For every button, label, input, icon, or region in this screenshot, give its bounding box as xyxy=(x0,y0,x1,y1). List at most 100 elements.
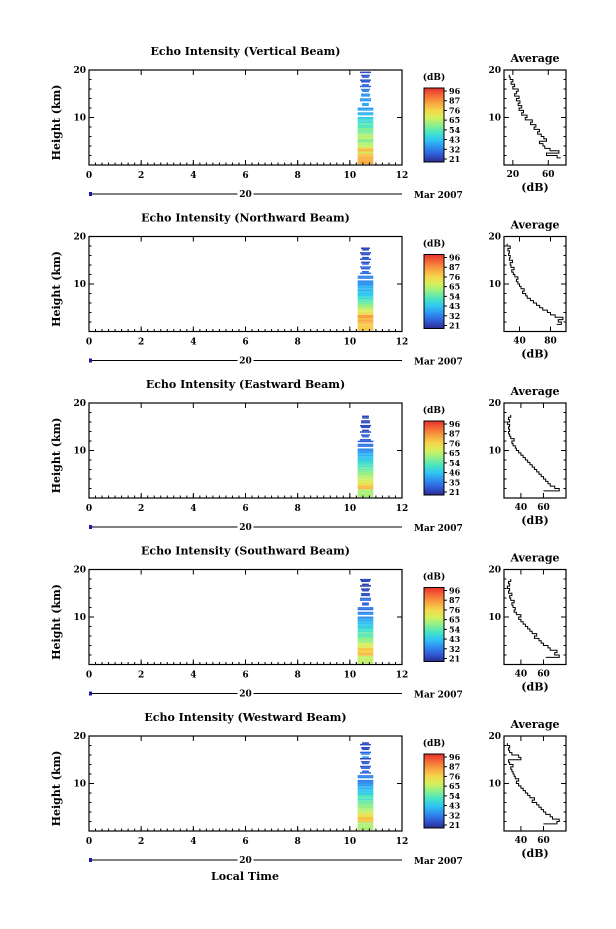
echo-cell xyxy=(357,619,374,622)
echo-cell xyxy=(357,302,374,304)
echo-cell xyxy=(357,633,374,636)
echo-cell xyxy=(361,761,370,763)
echo-cell xyxy=(357,303,374,306)
echo-cell xyxy=(361,267,370,270)
echo-cell xyxy=(357,476,374,479)
date-label-bg xyxy=(237,855,254,865)
y-tick-label: 10 xyxy=(73,447,86,457)
echo-cell xyxy=(361,426,370,429)
echo-cell xyxy=(357,280,374,282)
avg-title: Average xyxy=(509,219,559,232)
date-month-label: Mar 2007 xyxy=(414,191,463,201)
avg-y-tick-label: 10 xyxy=(488,114,501,124)
x-tick-label: 0 xyxy=(86,837,92,847)
x-tick-label: 6 xyxy=(242,837,248,847)
avg-x-tick-label: 40 xyxy=(515,670,528,680)
colorbar-tick-label: 54 xyxy=(449,291,461,301)
echo-cell xyxy=(357,783,374,785)
colorbar xyxy=(423,753,445,829)
echo-cell xyxy=(357,797,374,799)
echo-cell xyxy=(357,127,374,130)
echo-cell xyxy=(357,636,374,639)
echo-cell xyxy=(360,431,371,433)
echo-cell xyxy=(357,655,374,658)
x-tick-label: 4 xyxy=(190,504,196,514)
echo-cell xyxy=(357,292,374,295)
echo-cell xyxy=(357,795,374,798)
echo-cell xyxy=(357,143,374,146)
echo-cell xyxy=(357,153,374,155)
echo-cell xyxy=(357,654,374,656)
x-tick-label: 2 xyxy=(138,671,144,681)
colorbar-tick-label: 43 xyxy=(449,801,461,811)
echo-cell xyxy=(357,647,374,650)
y-tick-label: 10 xyxy=(73,114,86,124)
avg-x-tick-label: 80 xyxy=(544,337,557,347)
echo-cell xyxy=(357,321,374,323)
colorbar-tick-label: 65 xyxy=(449,615,460,625)
echo-cell xyxy=(357,815,374,818)
echo-cell xyxy=(357,616,374,619)
colorbar-tick-label: 65 xyxy=(449,781,460,791)
echo-cell xyxy=(357,630,374,633)
echo-cell xyxy=(357,456,374,458)
colorbar-tick-label: 21 xyxy=(449,820,460,830)
echo-cell xyxy=(357,643,374,645)
x-tick-label: 2 xyxy=(138,171,144,181)
panel-title: Echo Intensity (Eastward Beam) xyxy=(146,378,345,391)
colorbar-tick-label: 76 xyxy=(449,771,461,781)
x-tick-label: 8 xyxy=(295,171,301,181)
echo-cell xyxy=(357,486,374,488)
echo-cell xyxy=(357,661,374,664)
colorbar-tick-label: 21 xyxy=(449,654,460,664)
echo-cell xyxy=(362,429,369,432)
echo-cell xyxy=(361,594,370,597)
y-tick-label: 20 xyxy=(73,66,86,76)
echo-cell xyxy=(357,635,374,637)
echo-cell xyxy=(360,272,371,275)
date-month-label: Mar 2007 xyxy=(414,524,463,534)
echo-cell xyxy=(357,482,374,485)
colorbar-tick-label: 96 xyxy=(449,586,461,596)
echo-cell xyxy=(357,440,374,443)
colorbar-tick-label: 87 xyxy=(449,595,460,605)
x-tick-label: 2 xyxy=(138,338,144,348)
echo-cell xyxy=(361,421,370,424)
echo-cell xyxy=(357,492,374,494)
avg-frame xyxy=(503,735,567,832)
echo-cell xyxy=(361,95,370,97)
echo-cell xyxy=(357,142,374,144)
x-tick-label: 6 xyxy=(242,504,248,514)
echo-cell xyxy=(362,770,369,773)
avg-profile xyxy=(506,243,564,325)
echo-cell xyxy=(362,435,369,438)
echo-cell xyxy=(357,448,374,451)
x-tick-label: 4 xyxy=(190,171,196,181)
echo-cell xyxy=(357,638,374,641)
echo-cell xyxy=(357,652,374,655)
echo-cell xyxy=(357,319,374,322)
date-day-label: 20 xyxy=(239,690,252,700)
x-tick-label: 6 xyxy=(242,338,248,348)
echo-cell xyxy=(362,270,369,273)
echo-cell xyxy=(362,84,369,86)
avg-x-tick-label: 60 xyxy=(537,503,550,513)
date-label-bg xyxy=(237,522,254,532)
echo-cell xyxy=(357,327,374,329)
echo-cell xyxy=(357,311,374,314)
echo-cell xyxy=(357,793,374,796)
echo-cell xyxy=(357,316,374,319)
colorbar-tick-label: 32 xyxy=(449,644,460,654)
echo-cell xyxy=(360,772,371,774)
echo-cell xyxy=(357,162,374,165)
echo-cell xyxy=(357,806,374,809)
colorbar-unit: (dB) xyxy=(423,572,445,583)
echo-cell xyxy=(357,473,374,476)
echo-cell xyxy=(357,296,374,298)
echo-cell xyxy=(357,490,374,493)
date-label-bg xyxy=(237,688,254,699)
y-axis-label: Height (km) xyxy=(50,751,63,827)
echo-cell xyxy=(360,599,371,601)
colorbar-tick-label: 32 xyxy=(449,311,460,321)
colorbar-tick-label: 96 xyxy=(449,86,461,96)
